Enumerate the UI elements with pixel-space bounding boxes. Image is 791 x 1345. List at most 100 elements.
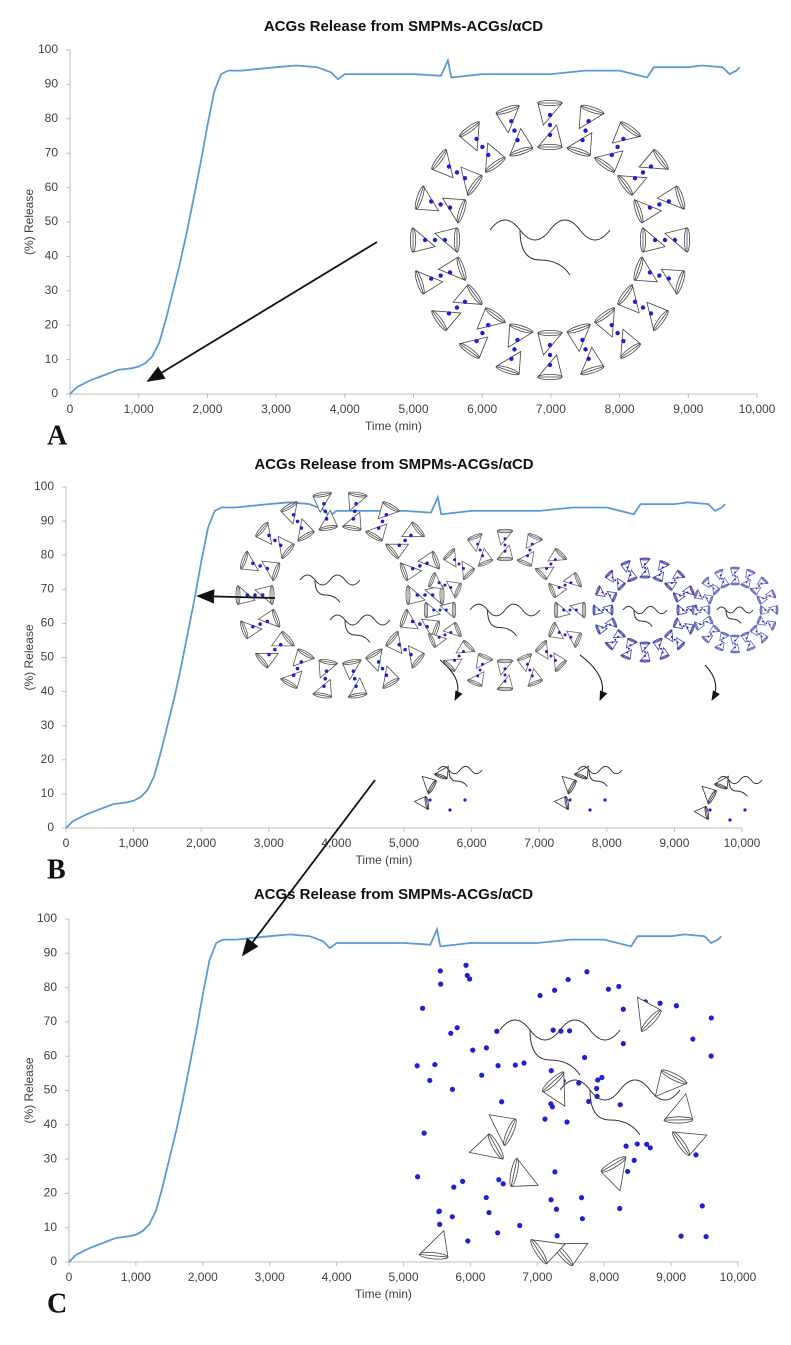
guest-dot xyxy=(503,543,507,547)
guest-dot xyxy=(601,591,604,594)
cone-rim xyxy=(271,562,281,581)
cone-rim xyxy=(342,525,362,532)
guest-dot xyxy=(528,668,532,672)
cone-shape xyxy=(566,324,591,353)
cyclodextrin-cone xyxy=(534,566,555,581)
cone-rim xyxy=(535,567,548,580)
cyclodextrin-cone xyxy=(467,533,483,553)
cyclodextrin-cone xyxy=(460,166,483,197)
cone-shape xyxy=(280,501,298,525)
cone-rim xyxy=(617,629,626,638)
guest-dot xyxy=(267,533,271,538)
cone-rim xyxy=(771,621,777,631)
cyclodextrin-cone xyxy=(365,648,383,672)
guest-dot xyxy=(545,566,549,570)
cone-rim xyxy=(620,121,641,137)
x-tick-label: 10,000 xyxy=(724,836,761,850)
cone-shape xyxy=(619,649,632,660)
cyclodextrin-cone xyxy=(475,653,494,670)
cyclodextrin-cone xyxy=(676,637,686,651)
cyclodextrin-cone xyxy=(714,568,724,581)
cyclodextrin-cone xyxy=(746,639,756,652)
guest-dot xyxy=(425,561,429,566)
cone-rim xyxy=(720,583,730,589)
guest-dot xyxy=(486,152,491,158)
cyclodextrin-cone xyxy=(277,535,295,560)
cone-rim xyxy=(496,686,514,692)
cone-rim xyxy=(639,641,651,645)
cyclodextrin-cone xyxy=(553,795,570,811)
y-tick-label: 20 xyxy=(45,317,59,331)
guest-dot xyxy=(454,1025,460,1031)
cone-shape xyxy=(442,621,462,638)
cyclodextrin-cone xyxy=(254,585,275,606)
cone-rim xyxy=(553,601,559,619)
cone-rim xyxy=(633,256,644,281)
guest-dot xyxy=(481,662,485,666)
cone-shape xyxy=(580,346,605,375)
guest-dot xyxy=(602,609,604,611)
guest-dot xyxy=(647,205,653,210)
y-tick-label: 70 xyxy=(41,581,55,595)
cyclodextrin-cone xyxy=(604,569,614,583)
cone-rim xyxy=(730,566,740,570)
cyclodextrin-cone xyxy=(719,631,731,642)
cone-shape xyxy=(654,1069,688,1098)
guest-dot xyxy=(351,669,356,673)
cyclodextrin-cone xyxy=(749,624,758,637)
cyclodextrin-cone xyxy=(672,1131,708,1157)
cone-shape xyxy=(530,1239,566,1265)
y-tick-label: 20 xyxy=(41,752,55,766)
cone-rim xyxy=(516,653,533,661)
guest-dot xyxy=(299,660,304,664)
guest-dot xyxy=(554,1233,560,1239)
cone-shape xyxy=(701,785,717,805)
cone-rim xyxy=(537,373,563,381)
cyclodextrin-cone xyxy=(347,676,368,699)
cyclodextrin-cone xyxy=(672,592,686,603)
guest-dot xyxy=(644,651,646,653)
guest-dot xyxy=(429,276,434,281)
cyclodextrin-cone xyxy=(254,652,279,669)
guest-dot xyxy=(291,673,296,678)
cone-rim xyxy=(385,631,399,647)
cone-shape xyxy=(681,585,695,596)
guest-dot xyxy=(442,237,448,243)
cone-rim xyxy=(676,604,680,616)
cyclodextrin-cone xyxy=(566,131,593,157)
cyclodextrin-cone xyxy=(433,765,449,780)
guest-dot xyxy=(453,558,457,562)
cone-shape xyxy=(634,256,659,283)
cone-shape xyxy=(652,571,665,582)
guest-dot xyxy=(686,609,688,611)
cone-rim xyxy=(701,636,709,644)
cyclodextrin-cone xyxy=(760,631,769,644)
cyclodextrin-cone xyxy=(604,641,618,651)
cone-shape xyxy=(428,632,448,648)
cyclodextrin-cone xyxy=(740,631,750,644)
cyclodextrin-cone xyxy=(496,674,514,692)
cone-rim xyxy=(459,343,480,359)
guest-dot xyxy=(712,587,715,590)
cyclodextrin-cone xyxy=(537,124,563,151)
cyclodextrin-cone xyxy=(385,630,403,655)
cone-rim xyxy=(509,1157,519,1187)
cyclodextrin-cone xyxy=(401,521,426,538)
cone-rim xyxy=(427,779,437,795)
cyclodextrin-cone xyxy=(756,614,767,626)
guest-dot xyxy=(499,1099,505,1105)
cyclodextrin-cone xyxy=(240,550,260,572)
guest-dot xyxy=(644,567,646,569)
guest-dot xyxy=(670,582,673,585)
cone-rim xyxy=(749,624,757,632)
guest-dot xyxy=(657,202,662,207)
cone-shape xyxy=(672,592,686,603)
cone-shape xyxy=(509,127,534,156)
cone-shape xyxy=(527,667,543,687)
y-tick-label: 60 xyxy=(44,1048,58,1062)
guest-dot xyxy=(449,1214,455,1220)
guest-dot xyxy=(644,655,646,658)
cyclodextrin-cone xyxy=(280,501,298,525)
x-tick-label: 5,000 xyxy=(398,402,428,416)
guest-dot xyxy=(743,808,747,812)
